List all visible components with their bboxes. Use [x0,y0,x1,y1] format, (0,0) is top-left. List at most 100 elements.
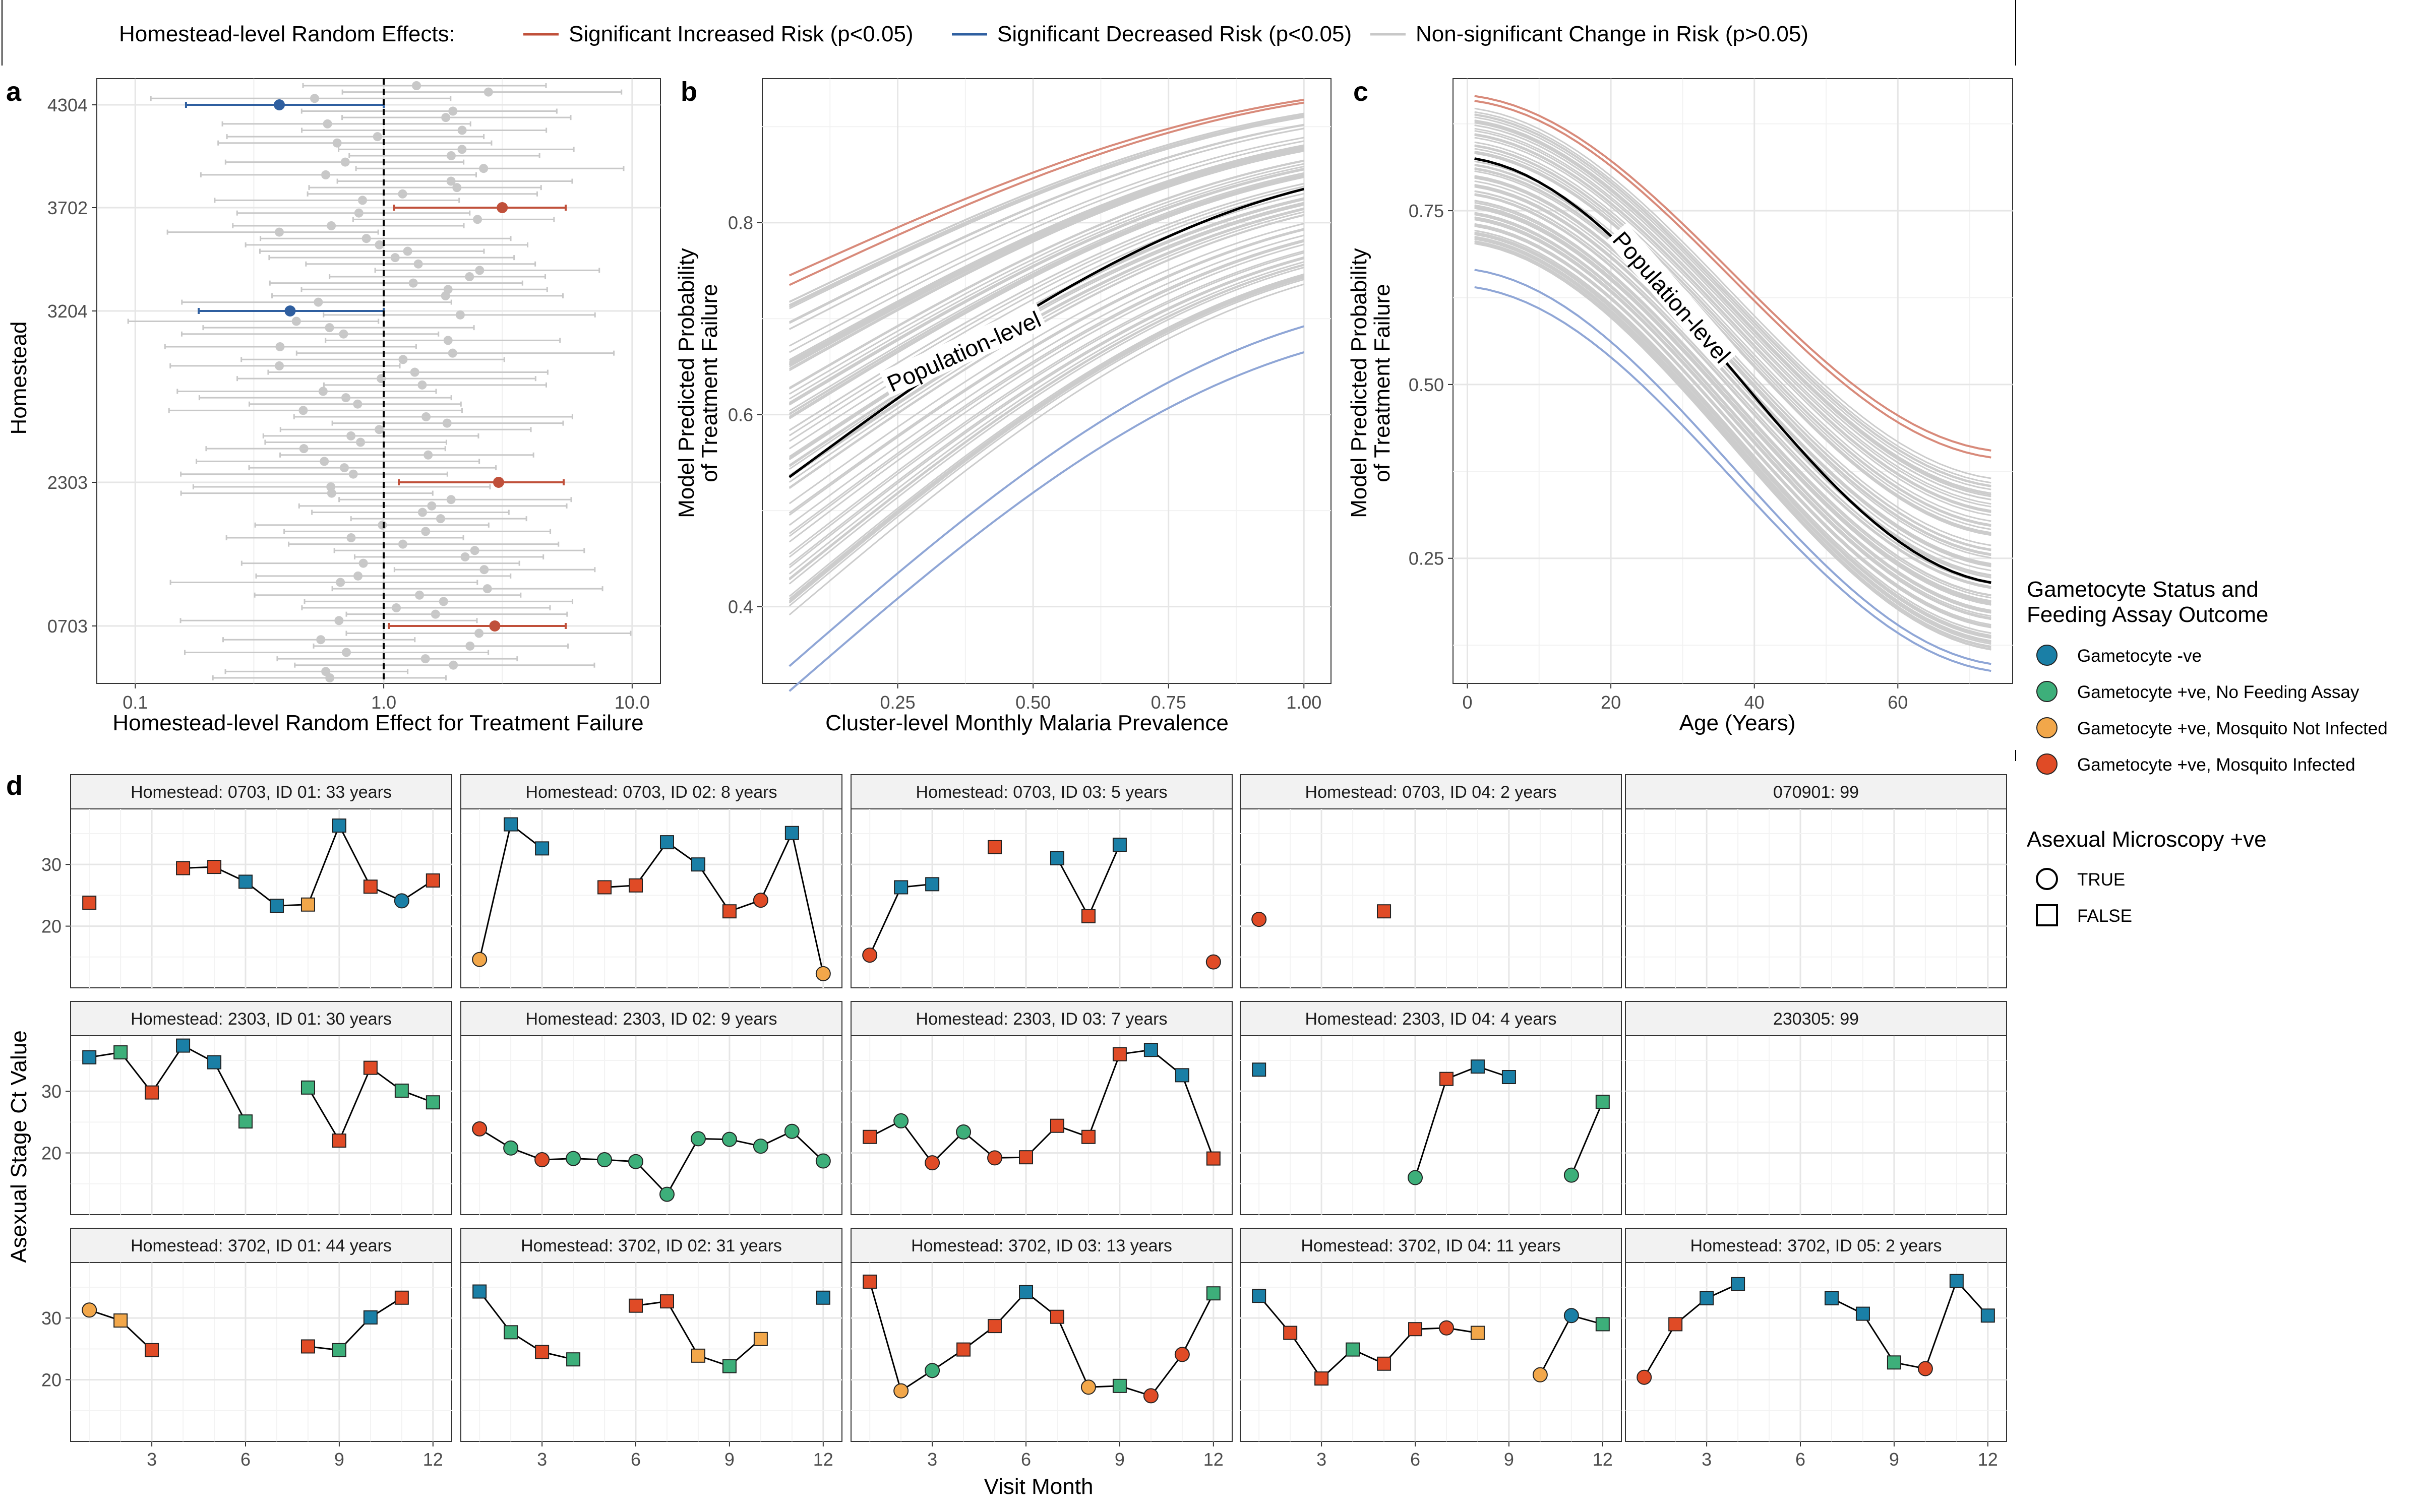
facet-strip [460,1001,842,1036]
estimate-point-nonsig [398,355,408,364]
ct-trajectory-line [1643,1283,1738,1378]
estimate-point-nonsig [475,266,485,275]
homestead-curve-nonsig [789,185,1304,436]
facet-title: 230305: 99 [1773,1010,1859,1029]
ct-point-circle [925,1363,940,1378]
facet-x-tick-label: 9 [334,1449,344,1470]
facet-plot-area [1625,808,2007,988]
ct-point-square [1206,1151,1221,1166]
ct-point-square [207,1055,222,1069]
ct-point-square [691,857,705,872]
facet-plot-area [1240,808,1622,988]
estimate-point-nonsig [291,317,301,326]
panel-c-y-tick-label: 0.50 [1409,374,1444,395]
legend-status-dot-2 [2036,717,2058,738]
ct-point-square [1408,1322,1423,1337]
gametocyte-legend-title-line-1: Gametocyte Status and [2027,577,2259,602]
legend-shape-circle [2036,868,2058,890]
ct-point-square [956,1342,971,1357]
homestead-curve-nonsig [789,175,1304,418]
homestead-curve-nonsig [789,267,1304,585]
facet-title: Homestead: 3702, ID 03: 13 years [911,1236,1172,1255]
estimate-point-nonsig [375,425,384,434]
ct-point-square [176,861,191,875]
facet-x-tick-label: 12 [1978,1449,1998,1470]
ct-point-square [629,878,643,893]
estimate-point-nonsig [275,361,284,370]
homestead-curve-nonsig [789,264,1304,579]
homestead-curve-nonsig [789,240,1304,537]
ct-point-circle [82,1302,97,1318]
ct-point-square [1143,1043,1158,1057]
estimate-point-nonsig [457,125,467,135]
estimate-point-nonsig [470,546,479,555]
ct-point-square [535,841,550,856]
facet-plot-area [460,808,842,988]
estimate-point-nonsig [479,164,489,173]
facet-x-tick-label: 3 [1702,1449,1712,1470]
homestead-curve-nonsig [1474,141,1991,522]
ct-point-square [1050,1309,1064,1324]
facet-3: Homestead: 0703, ID 04: 2 years [1240,774,1622,988]
facet-plot-area [851,1262,1233,1442]
estimate-point-nonsig [482,584,492,594]
ct-point-square [629,1298,643,1313]
facet-x-tick-label: 6 [240,1449,251,1470]
homestead-curve-nonsig [789,278,1304,607]
facet-0: Homestead: 0703, ID 01: 33 years 20 30 [41,774,452,988]
estimate-point-increased [489,620,501,632]
facet-title: Homestead: 2303, ID 01: 30 years [131,1010,392,1029]
facet-x-tick-label: 12 [813,1449,833,1470]
homestead-curve-nonsig [789,202,1304,466]
estimate-point-nonsig [452,183,462,193]
ct-point-circle [753,1139,768,1154]
ct-point-square [1668,1317,1683,1332]
facet-13: Homestead: 3702, ID 04: 11 years 3 6 9 12 [1240,1228,1622,1470]
homestead-curve-nonsig [1474,116,1991,490]
ct-point-circle [394,893,409,909]
ct-point-circle [597,1152,613,1168]
legend-label-1: Significant Decreased Risk (p<0.05) [997,22,1352,46]
estimate-point-nonsig [427,501,437,511]
estimate-point-nonsig [408,278,418,288]
panel-b-y-tick-label: 0.6 [728,405,753,425]
panel-b-y-axis-title-line-2: of Treatment Failure [697,284,722,482]
estimate-point-increased [497,202,508,213]
homestead-curve-increased [789,101,1304,286]
homestead-curve-nonsig [789,256,1304,566]
estimate-point-nonsig [318,387,328,396]
panel-a-x-axis-title: Homestead-level Random Effect for Treatm… [112,711,643,735]
ct-point-square [207,860,222,874]
homestead-curve-nonsig [1474,145,1991,527]
ct-point-square [597,880,612,895]
ct-point-square [238,1114,253,1129]
ct-point-square [1346,1342,1360,1357]
estimate-point-nonsig [398,189,407,199]
ct-point-square [1314,1371,1329,1386]
ct-point-circle [534,1152,550,1168]
homestead-curve-nonsig [789,124,1304,324]
homestead-curve-nonsig [1474,164,1991,551]
homestead-curve-nonsig [1474,242,1991,650]
estimate-point-nonsig [327,221,336,230]
ct-point-circle [472,1121,488,1137]
homestead-curve-nonsig [1474,152,1991,536]
facet-plot-area [851,1035,1233,1215]
estimate-point-nonsig [421,412,431,421]
panel-c-y-axis-title: Model Predicted Probability of Treatment… [1347,248,1395,518]
homestead-curve-nonsig [789,116,1304,309]
homestead-curve-nonsig [789,188,1304,442]
panel-b-y-tick-label: 0.8 [728,213,753,233]
facet-strip [1240,1001,1622,1036]
estimate-point-nonsig [417,508,427,517]
legend-status-dot-0 [2036,645,2058,666]
facet-x-tick-label: 6 [631,1449,641,1470]
homestead-curve-nonsig [1474,240,1991,648]
facet-title: Homestead: 2303, ID 03: 7 years [916,1010,1168,1029]
ct-point-square [1050,1118,1064,1133]
homestead-curve-nonsig [789,223,1304,505]
homestead-curve-nonsig [1474,113,1991,487]
legend-status-dot-3 [2036,753,2058,775]
facet-x-tick-label: 3 [147,1449,157,1470]
